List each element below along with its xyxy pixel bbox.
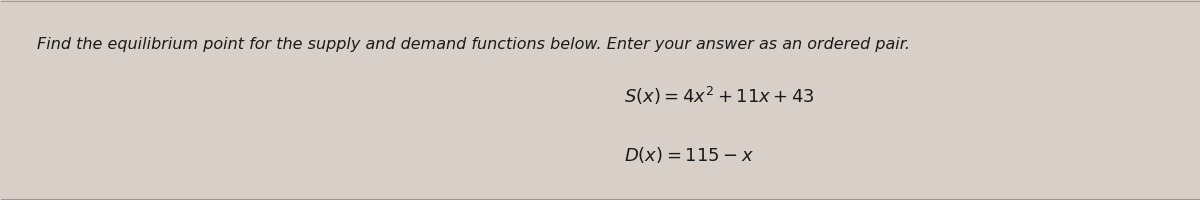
Text: $S(x) = 4x^2 + 11x + 43$: $S(x) = 4x^2 + 11x + 43$ xyxy=(624,85,815,107)
Text: Find the equilibrium point for the supply and demand functions below. Enter your: Find the equilibrium point for the suppl… xyxy=(37,37,911,52)
Text: $D(x) = 115 - x$: $D(x) = 115 - x$ xyxy=(624,145,754,165)
